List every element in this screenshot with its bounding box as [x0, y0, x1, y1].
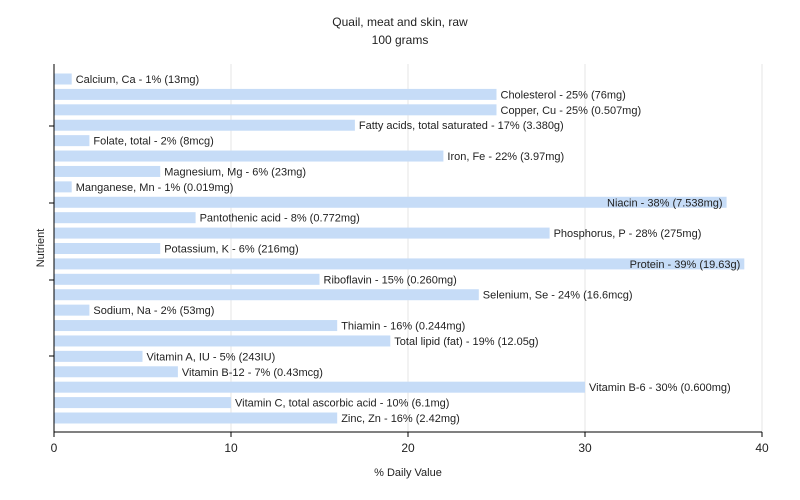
x-axis-title: % Daily Value	[374, 467, 442, 479]
bar	[54, 196, 727, 208]
bar	[54, 88, 497, 100]
bar	[54, 258, 745, 270]
x-tick-labels: 0 10 20 30 40	[51, 432, 769, 455]
bar	[54, 104, 497, 116]
bar	[54, 320, 338, 332]
bar	[54, 335, 391, 347]
bar-label: Vitamin A, IU - 5% (243IU)	[147, 351, 276, 363]
y-axis-title: Nutrient	[35, 229, 47, 268]
x-tick-label: 0	[51, 441, 58, 455]
bar	[54, 150, 444, 162]
bar-label: Cholesterol - 25% (76mg)	[501, 89, 626, 101]
bar-label: Vitamin C, total ascorbic acid - 10% (6.…	[235, 398, 449, 410]
bar-label: Pantothenic acid - 8% (0.772mg)	[200, 213, 360, 225]
bar	[54, 412, 338, 424]
bar-label: Iron, Fe - 22% (3.97mg)	[447, 151, 564, 163]
bar-label: Folate, total - 2% (8mcg)	[93, 136, 213, 148]
bar-label: Vitamin B-12 - 7% (0.43mcg)	[182, 367, 323, 379]
bar-label: Riboflavin - 15% (0.260mg)	[324, 274, 457, 286]
bar	[54, 227, 550, 239]
bar-label: Phosphorus, P - 28% (275mg)	[554, 228, 702, 240]
bar	[54, 165, 161, 177]
bar	[54, 304, 90, 316]
bar	[54, 135, 90, 147]
bar-label: Protein - 39% (19.63g)	[630, 259, 741, 271]
bar-label: Total lipid (fat) - 19% (12.05g)	[394, 336, 538, 348]
chart-subtitle: 100 grams	[372, 33, 429, 47]
bar-labels-group: Calcium, Ca - 1% (13mg) Cholesterol - 25%…	[76, 74, 741, 425]
bar	[54, 119, 355, 131]
grid-lines	[230, 64, 763, 432]
bar-label: Copper, Cu - 25% (0.507mg)	[501, 105, 642, 117]
bar	[54, 212, 196, 224]
bar-label: Fatty acids, total saturated - 17% (3.38…	[359, 120, 564, 132]
bar-label: Manganese, Mn - 1% (0.019mg)	[76, 182, 234, 194]
bar-label: Vitamin B-6 - 30% (0.600mg)	[589, 382, 731, 394]
bar	[54, 350, 143, 362]
bar-label: Sodium, Na - 2% (53mg)	[93, 305, 214, 317]
bar	[54, 366, 178, 378]
bar-label: Calcium, Ca - 1% (13mg)	[76, 74, 199, 86]
bar-label: Thiamin - 16% (0.244mg)	[341, 321, 465, 333]
bar-label: Selenium, Se - 24% (16.6mcg)	[483, 290, 633, 302]
chart-title: Quail, meat and skin, raw	[332, 15, 468, 29]
bar	[54, 397, 231, 409]
bar	[54, 289, 479, 301]
bar	[54, 181, 72, 193]
bar	[54, 243, 161, 254]
bar-label: Potassium, K - 6% (216mg)	[164, 244, 299, 256]
x-tick-label: 20	[401, 441, 415, 455]
bar	[54, 381, 585, 393]
bar-label: Zinc, Zn - 16% (2.42mg)	[341, 413, 460, 425]
x-tick-label: 10	[224, 441, 238, 455]
x-tick-label: 40	[755, 441, 769, 455]
bar-label: Magnesium, Mg - 6% (23mg)	[164, 166, 306, 178]
x-tick-label: 30	[578, 441, 592, 455]
bar	[54, 73, 72, 85]
bars-group	[54, 73, 745, 424]
bar	[54, 273, 320, 285]
bar-label: Niacin - 38% (7.538mg)	[607, 197, 723, 209]
